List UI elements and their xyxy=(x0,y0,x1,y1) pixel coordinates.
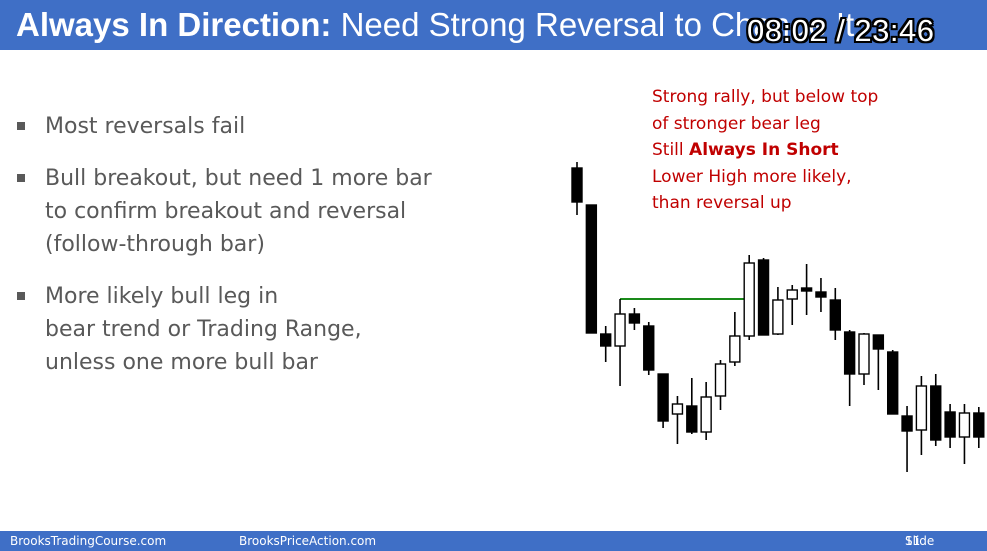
bear-candle-body xyxy=(829,299,841,331)
candle-bar xyxy=(815,278,827,312)
annotation-prefix: Still xyxy=(652,140,690,160)
candle-bar xyxy=(757,258,770,336)
candle-bar xyxy=(800,264,813,315)
bull-candle-body xyxy=(729,335,741,363)
bull-candle-body xyxy=(786,289,798,300)
bear-candle-body xyxy=(628,313,641,324)
bull-candle-body xyxy=(915,385,928,431)
bullet-list: Most reversals fail Bull breakout, but n… xyxy=(16,110,516,398)
bear-candle-body xyxy=(600,333,612,347)
slide-number-value: 11 xyxy=(905,534,921,548)
candle-bar xyxy=(772,287,784,335)
bear-candle-body xyxy=(571,167,583,203)
bear-candle-body xyxy=(585,204,598,334)
annotation-line: Lower High more likely, xyxy=(652,166,852,187)
candle-bar xyxy=(958,404,971,464)
footer-center-site: BrooksPriceAction.com xyxy=(239,534,377,548)
candle-bar xyxy=(915,376,928,455)
bullet-item: Bull breakout, but need 1 more bar to co… xyxy=(16,162,516,261)
slide-title-bold: Always In Direction: xyxy=(16,6,332,43)
bear-candle-body xyxy=(887,351,899,415)
candle-bar xyxy=(887,350,899,415)
square-bullet-icon xyxy=(17,174,25,182)
bear-candle-body xyxy=(643,325,655,371)
slide-title: Always In Direction: Need Strong Reversa… xyxy=(16,5,854,45)
bullet-line: More likely bull leg in xyxy=(45,284,279,309)
bull-candle-body xyxy=(772,299,784,335)
annotation-line: of stronger bear leg xyxy=(652,113,821,134)
candle-bar xyxy=(628,308,641,330)
bullet-item: Most reversals fail xyxy=(16,110,516,143)
chart-annotation: Strong rally, but below top of stronger … xyxy=(652,84,982,217)
candle-bar xyxy=(600,326,612,362)
bull-candle-body xyxy=(858,333,870,375)
footer-bar: BrooksTradingCourse.com BrooksPriceActio… xyxy=(0,531,987,551)
annotation-emphasis: Always In Short xyxy=(689,140,839,160)
candle-bar xyxy=(843,330,856,406)
bear-candle-body xyxy=(686,405,698,433)
bullet-line: Most reversals fail xyxy=(45,114,246,139)
bull-candle-body xyxy=(958,412,971,438)
candle-bar xyxy=(901,406,913,472)
bullet-line: Bull breakout, but need 1 more bar xyxy=(45,166,432,191)
bullet-line: unless one more bull bar xyxy=(45,350,318,375)
annotation-line: than reversal up xyxy=(652,193,792,213)
bear-candle-body xyxy=(872,334,885,350)
candle-bar xyxy=(944,404,956,448)
bull-candle-body xyxy=(700,396,712,433)
slide-label: Slide xyxy=(905,534,935,548)
candle-bar xyxy=(858,333,870,385)
candle-bar xyxy=(743,255,755,340)
candle-bar xyxy=(700,382,712,440)
candle-bar xyxy=(714,360,727,410)
annotation-line: Strong rally, but below top xyxy=(652,87,879,107)
bullet-line: to confirm breakout and reversal xyxy=(45,199,407,224)
candle-bar xyxy=(614,299,626,386)
candle-bar xyxy=(585,204,598,334)
bear-candle-body xyxy=(973,412,985,438)
square-bullet-icon xyxy=(17,292,25,300)
candle-bar xyxy=(686,378,698,434)
bullet-line: bear trend or Trading Range, xyxy=(45,317,362,342)
bear-candle-body xyxy=(815,291,827,298)
annotation-line: Still Always In Short xyxy=(652,137,982,164)
square-bullet-icon xyxy=(17,122,25,130)
bear-candle-body xyxy=(843,331,856,375)
candle-bar xyxy=(872,334,885,390)
bullet-line: (follow-through bar) xyxy=(45,232,265,257)
bear-candle-body xyxy=(901,415,913,432)
bull-candle-body xyxy=(614,313,626,347)
candle-bar xyxy=(786,285,798,325)
title-bar: Always In Direction: Need Strong Reversa… xyxy=(0,0,987,50)
slide-title-rest: Need Strong Reversal to Change It xyxy=(331,6,855,43)
bear-candle-body xyxy=(944,411,956,438)
candle-bar xyxy=(973,407,985,448)
video-timer: 08:02 / 23:46 xyxy=(747,13,935,48)
bear-candle-body xyxy=(800,287,813,292)
candle-bar xyxy=(657,373,669,428)
bear-candle-body xyxy=(757,259,770,336)
bear-candle-body xyxy=(930,385,942,441)
candlestick-chart xyxy=(571,162,985,472)
candle-bar xyxy=(829,288,841,340)
candle-bar xyxy=(930,374,942,446)
footer-left-site: BrooksTradingCourse.com xyxy=(10,534,167,548)
bull-candle-body xyxy=(671,403,684,415)
bear-candle-body xyxy=(657,373,669,422)
bull-candle-body xyxy=(743,262,755,337)
bull-candle-body xyxy=(714,363,727,397)
candle-bar xyxy=(643,322,655,375)
candle-bar xyxy=(671,396,684,444)
bullet-item: More likely bull leg in bear trend or Tr… xyxy=(16,280,516,379)
candle-bar xyxy=(729,312,741,366)
candle-bar xyxy=(571,162,583,215)
